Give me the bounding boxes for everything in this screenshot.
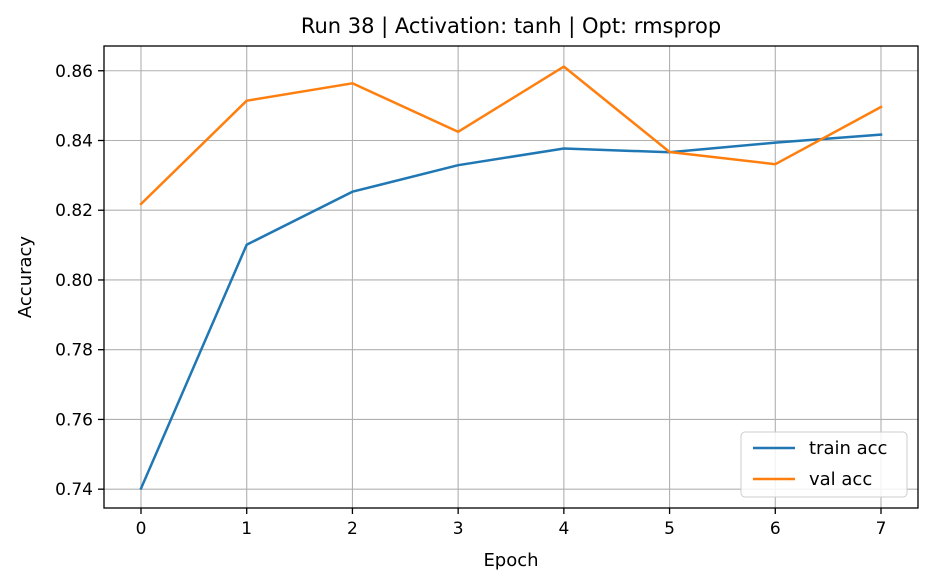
plot-frame — [103, 45, 919, 509]
y-tick-label: 0.82 — [55, 201, 93, 221]
legend-label-train-acc: train acc — [809, 438, 887, 459]
x-tick-label: 7 — [876, 519, 887, 539]
axis-ticks: 0 1 2 3 4 5 6 7 0.74 0.76 0.78 0.80 0.82 0.84 0.86 — [55, 62, 886, 539]
y-tick-label: 0.78 — [55, 341, 93, 361]
x-tick-label: 2 — [347, 519, 358, 539]
x-tick-label: 3 — [453, 519, 464, 539]
series-lines — [139, 65, 883, 491]
x-tick-label: 6 — [770, 519, 781, 539]
series-line-train-acc — [139, 133, 883, 491]
y-tick-label: 0.76 — [55, 410, 93, 430]
y-tick-label: 0.80 — [55, 271, 93, 291]
x-tick-label: 5 — [664, 519, 675, 539]
x-axis-label: Epoch — [483, 550, 538, 571]
chart-title: Run 38 | Activation: tanh | Opt: rmsprop — [301, 14, 721, 39]
y-tick-label: 0.84 — [55, 131, 93, 151]
grid-lines — [104, 46, 918, 508]
series-line-val-acc — [139, 65, 883, 206]
y-tick-label: 0.86 — [55, 62, 93, 82]
x-tick-label: 4 — [558, 519, 569, 539]
y-tick-label: 0.74 — [55, 480, 93, 500]
y-axis-label: Accuracy — [15, 236, 36, 319]
x-tick-label: 1 — [241, 519, 252, 539]
legend: train acc val acc — [740, 431, 908, 498]
x-tick-label: 0 — [136, 519, 147, 539]
legend-label-val-acc: val acc — [809, 469, 872, 490]
